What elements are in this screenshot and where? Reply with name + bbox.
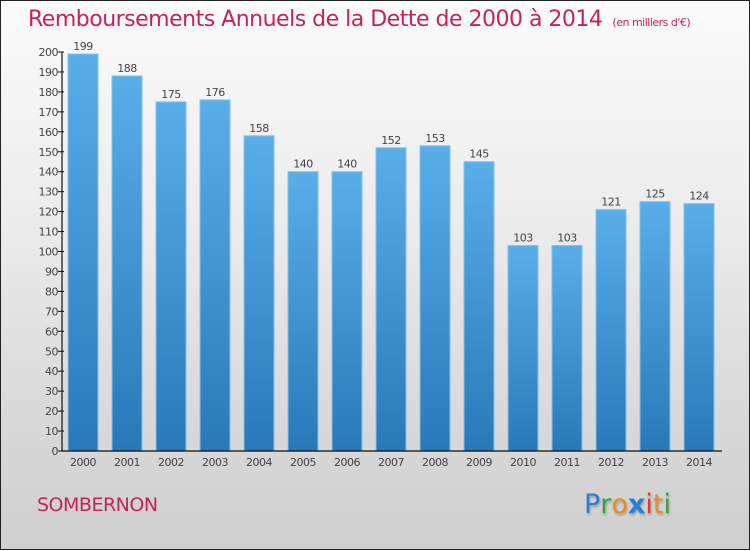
bar-2011: [551, 245, 583, 452]
value-label-2014: 124: [689, 190, 709, 203]
y-tick-label-160: 160: [39, 126, 59, 139]
bar-2000: [67, 53, 99, 452]
bar-2013: [639, 201, 671, 452]
y-tick-label-120: 120: [39, 206, 59, 219]
value-label-2011: 103: [557, 232, 577, 245]
bar-2001: [111, 75, 143, 452]
y-tick-label-60: 60: [45, 325, 58, 338]
y-tick-label-50: 50: [45, 345, 58, 358]
bar-2002: [155, 101, 187, 452]
x-tick-label-2001: 2001: [114, 456, 140, 469]
bar-2007: [375, 147, 407, 452]
y-tick-label-0: 0: [52, 445, 59, 458]
y-tick-label-140: 140: [39, 166, 59, 179]
value-label-2010: 103: [513, 232, 533, 245]
logo-letter-3: x: [627, 489, 646, 520]
logo-letter-0: P: [584, 489, 601, 520]
value-label-2001: 188: [117, 62, 137, 75]
value-label-2006: 140: [337, 158, 357, 171]
value-label-2007: 152: [381, 134, 401, 147]
logo-letter-2: o: [611, 489, 628, 520]
x-tick-label-2010: 2010: [510, 456, 536, 469]
bar-2009: [463, 161, 495, 452]
axes-group: 2000 2001 2002 2003 2004 2005 2006 2007 2008 2009…: [39, 46, 722, 469]
x-tick-label-2008: 2008: [422, 456, 448, 469]
y-tick-label-170: 170: [39, 106, 59, 119]
chart-title: Remboursements Annuels de la Dette de 20…: [28, 7, 691, 32]
x-tick-label-2012: 2012: [598, 456, 624, 469]
value-label-2013: 125: [645, 188, 665, 201]
logo-letter-1: r: [600, 489, 612, 520]
logo-letter-5: t: [652, 489, 664, 520]
y-tick-label-40: 40: [45, 365, 58, 378]
y-tick-label-30: 30: [45, 385, 58, 398]
proxiti-logo: Proxiti: [584, 489, 671, 520]
y-tick-label-10: 10: [45, 425, 58, 438]
x-tick-label-2003: 2003: [202, 456, 228, 469]
x-tick-label-2000: 2000: [70, 456, 96, 469]
bar-2006: [331, 171, 363, 452]
value-label-2005: 140: [293, 158, 313, 171]
value-label-2004: 158: [249, 122, 269, 135]
y-tick-label-200: 200: [39, 46, 59, 59]
bar-2014: [683, 203, 715, 452]
bar-2005: [287, 171, 319, 452]
value-label-2000: 199: [73, 40, 93, 53]
bars-group: 199 188 175 176 158 140 140 152 153 145 103 103 121 1…: [67, 40, 715, 452]
x-tick-label-2014: 2014: [686, 456, 712, 469]
y-tick-label-90: 90: [45, 265, 58, 278]
x-tick-label-2006: 2006: [334, 456, 360, 469]
y-tick-label-110: 110: [39, 226, 59, 239]
x-tick-label-2004: 2004: [246, 456, 272, 469]
y-tick-label-190: 190: [39, 66, 59, 79]
value-label-2009: 145: [469, 148, 489, 161]
x-tick-label-2011: 2011: [554, 456, 580, 469]
chart-title-text: Remboursements Annuels de la Dette de 20…: [28, 7, 603, 32]
y-tick-label-130: 130: [39, 186, 59, 199]
y-tick-label-80: 80: [45, 285, 58, 298]
y-tick-label-70: 70: [45, 305, 58, 318]
commune-name: SOMBERNON: [37, 494, 158, 516]
x-tick-label-2009: 2009: [466, 456, 492, 469]
x-tick-label-2005: 2005: [290, 456, 316, 469]
y-tick-label-150: 150: [39, 146, 59, 159]
chart-subtitle: (en milliers d'€): [612, 16, 691, 29]
x-tick-label-2002: 2002: [158, 456, 184, 469]
logo-letter-4: i: [645, 489, 653, 520]
bar-2008: [419, 145, 451, 452]
y-tick-label-180: 180: [39, 86, 59, 99]
logo-letter-6: i: [663, 489, 671, 520]
x-tick-label-2013: 2013: [642, 456, 668, 469]
y-tick-label-100: 100: [39, 246, 59, 259]
bar-2003: [199, 99, 231, 452]
x-tick-label-2007: 2007: [378, 456, 404, 469]
value-label-2002: 175: [161, 88, 181, 101]
value-label-2012: 121: [601, 196, 621, 209]
bar-2012: [595, 209, 627, 452]
value-label-2008: 153: [425, 132, 445, 145]
bar-2004: [243, 135, 275, 452]
value-label-2003: 176: [205, 86, 225, 99]
bar-2010: [507, 245, 539, 452]
y-tick-label-20: 20: [45, 405, 58, 418]
